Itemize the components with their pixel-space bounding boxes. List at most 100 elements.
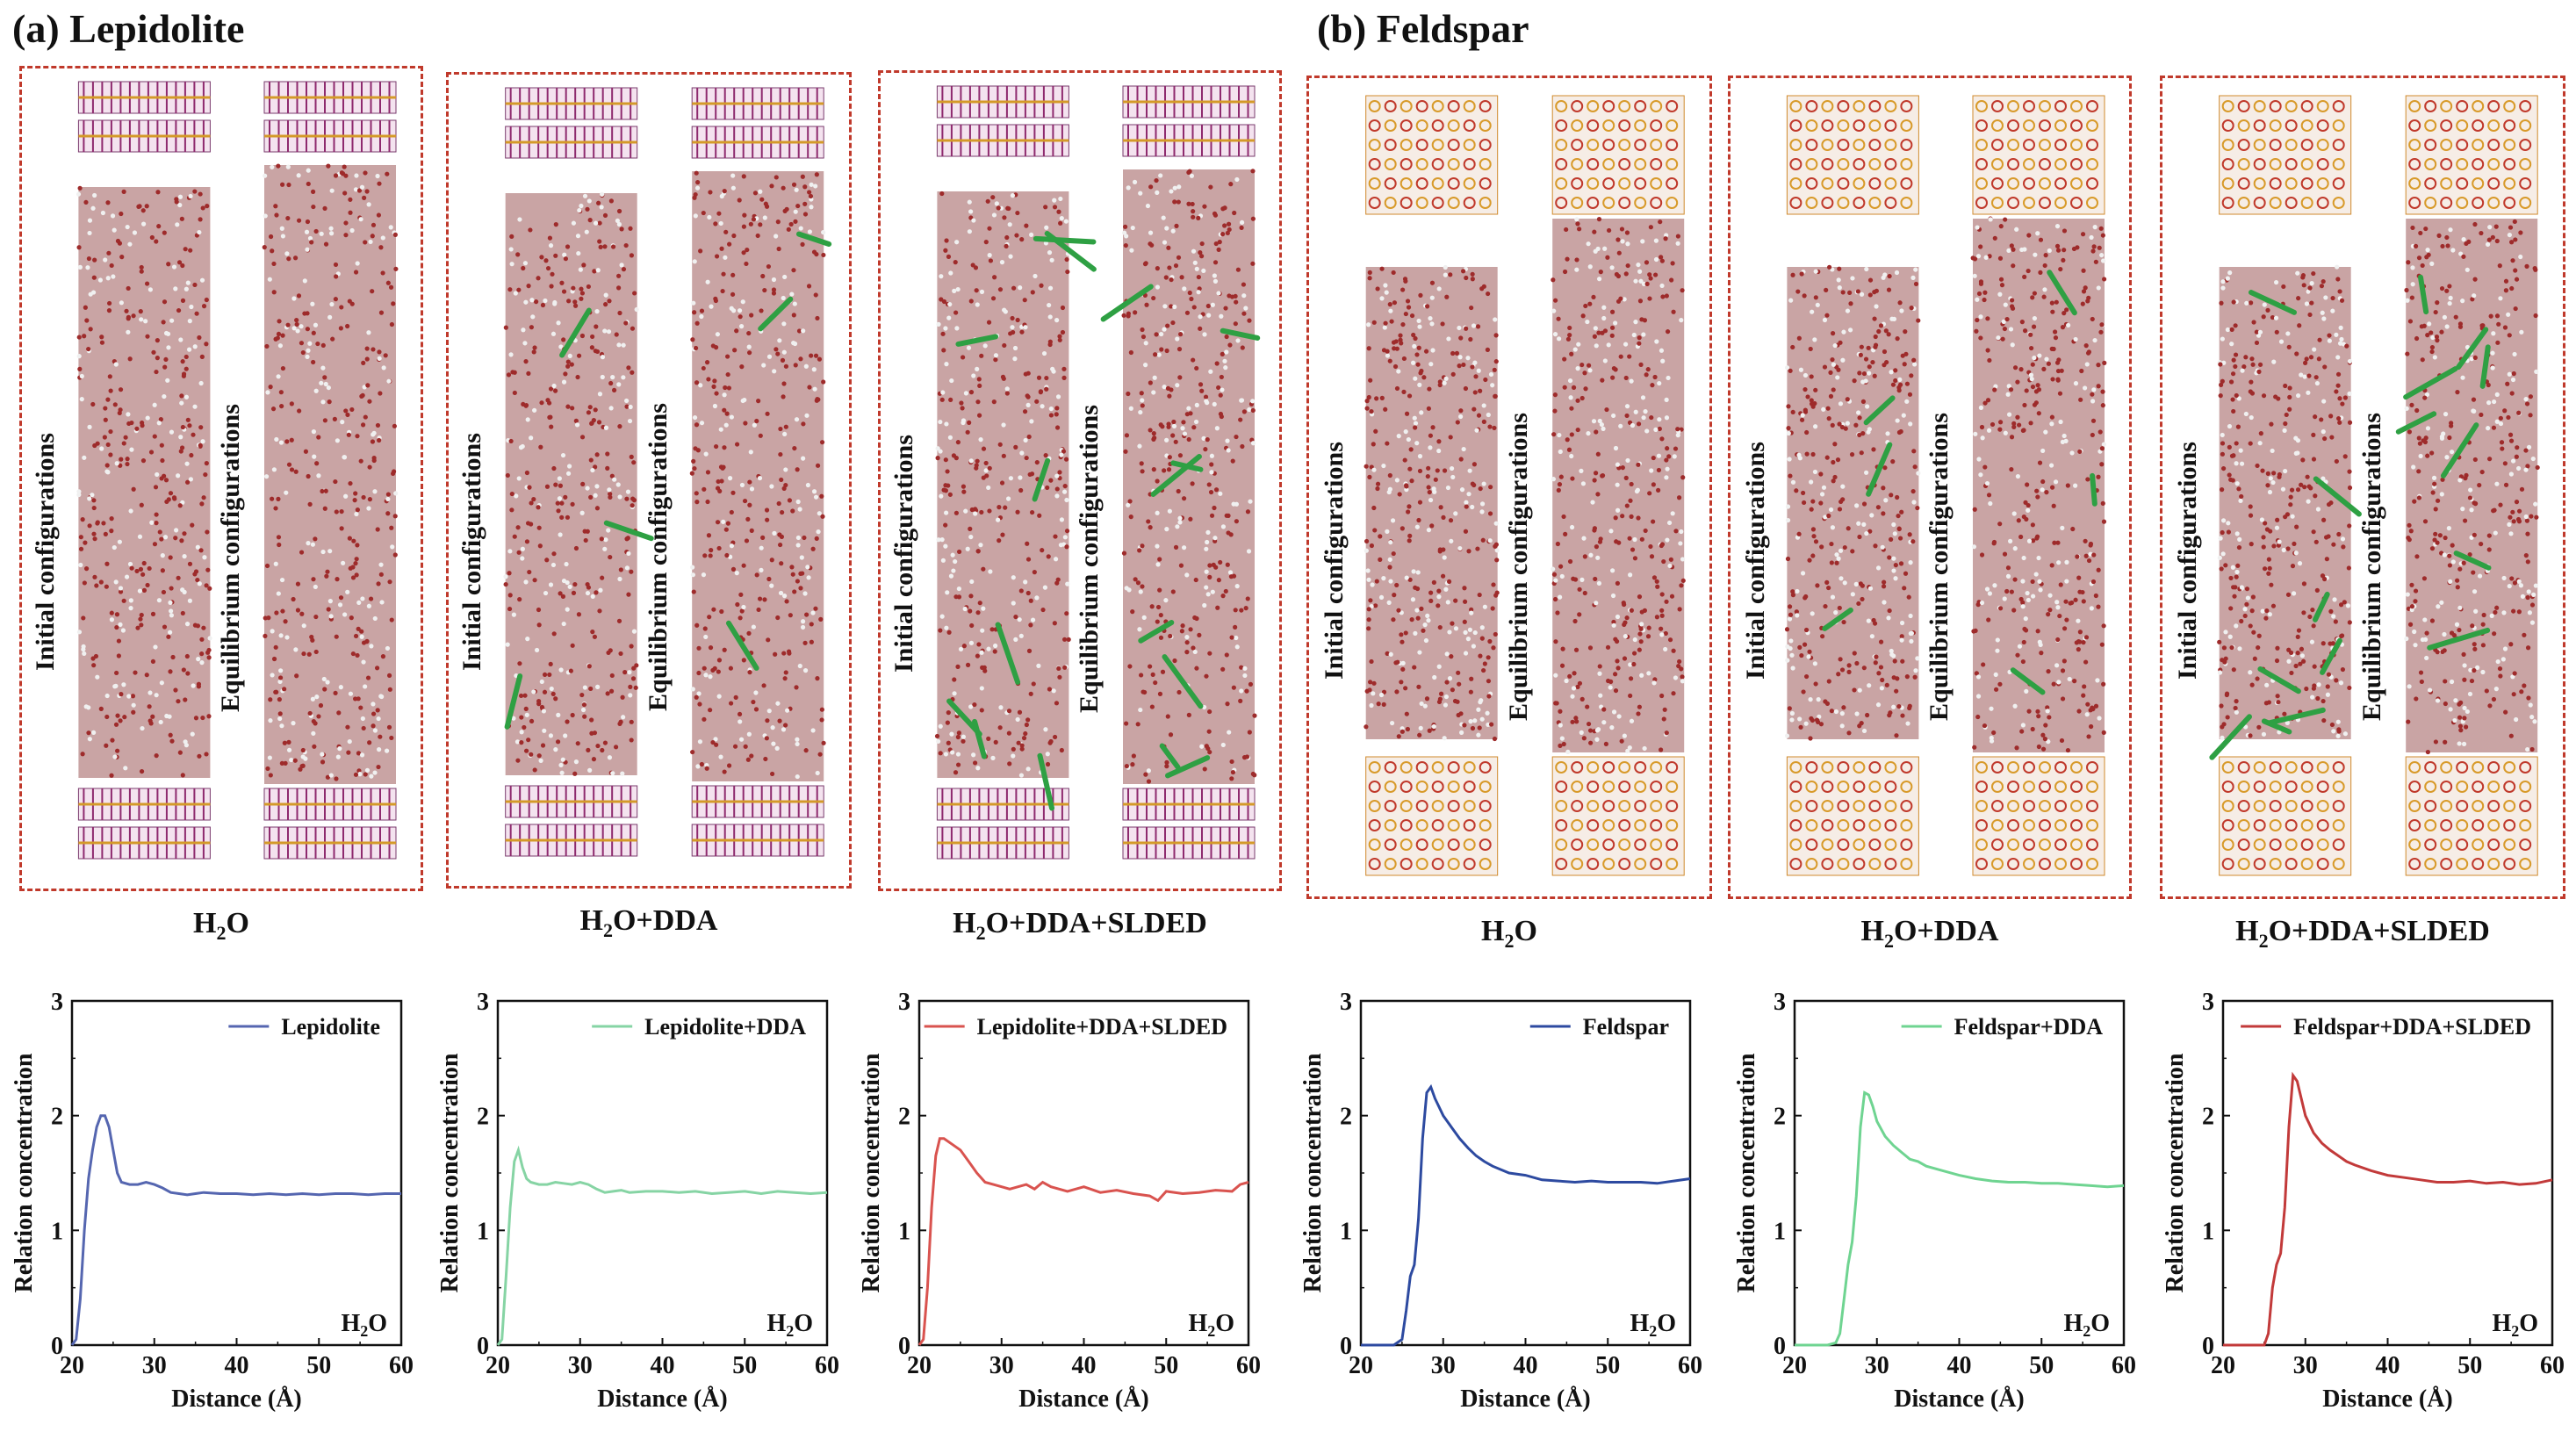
y-axis-label: Relation concentration — [436, 1053, 464, 1292]
snapshot-artwork — [76, 81, 399, 860]
annotation-h2o: H2O — [2063, 1310, 2110, 1340]
x-tick-label: 20 — [907, 1352, 932, 1379]
x-tick-label: 20 — [60, 1352, 84, 1379]
water-region — [1551, 217, 1686, 754]
simulation-box-6: Initial configurations Equilibrium config… — [2160, 76, 2565, 899]
mineral-slab-bottom — [1122, 788, 1256, 860]
water-region — [1121, 169, 1257, 784]
y-tick-label: 0 — [51, 1333, 63, 1360]
series-line — [1795, 1090, 2125, 1347]
y-tick-label: 3 — [477, 989, 489, 1016]
plot-frame — [917, 999, 1250, 1347]
y-tick-label: 2 — [2202, 1104, 2214, 1131]
water-region — [1970, 216, 2107, 753]
panel-a-title: (a) Lepidolite — [12, 6, 245, 51]
initial-configurations-label: Initial configurations — [1320, 441, 1349, 680]
simulation-box-3: Initial configurations Equilibrium config… — [878, 70, 1282, 891]
x-tick-label: 40 — [225, 1352, 249, 1379]
mineral-slab-bottom — [691, 785, 824, 857]
equilibrium-configurations-label: Equilibrium configurations — [1503, 412, 1533, 721]
x-tick-label: 40 — [651, 1352, 675, 1379]
y-tick-label: 2 — [1774, 1104, 1786, 1131]
chart-2: 20 30 40 50 60 0 1 2 3 Distance (Å) Relation conce… — [426, 982, 843, 1425]
plot-frame — [1359, 999, 1692, 1347]
x-tick-label: 40 — [2376, 1352, 2400, 1379]
mineral-slab-top — [1551, 95, 1685, 215]
initial-configurations-label: Initial configurations — [2173, 441, 2202, 680]
y-tick-label: 1 — [477, 1218, 489, 1245]
y-tick-label: 2 — [898, 1104, 910, 1131]
simulation-condition-label: H2O+DDA+SLDED — [953, 907, 1207, 944]
y-tick-label: 0 — [1774, 1333, 1786, 1360]
annotation-h2o: H2O — [1188, 1310, 1234, 1340]
equilibrium-configurations-label: Equilibrium configurations — [643, 403, 673, 712]
mineral-slab-top — [77, 81, 211, 153]
y-tick-label: 3 — [898, 989, 910, 1016]
mineral-slab-top — [691, 87, 824, 159]
water-region — [262, 163, 399, 784]
x-axis-label: Distance (Å) — [171, 1385, 302, 1413]
mineral-slab-bottom — [2219, 756, 2352, 876]
mineral-slab-top — [505, 87, 638, 159]
chart-5: 20 30 40 50 60 0 1 2 3 Distance (Å) Relation conce… — [1723, 982, 2140, 1425]
water-region — [503, 191, 639, 776]
mineral-slab-top — [1786, 95, 1919, 215]
mineral-slab-top — [263, 81, 397, 153]
panel-b-title: (b) Feldspar — [1317, 6, 1529, 51]
x-axis-label: Distance (Å) — [1460, 1385, 1591, 1413]
y-tick-label: 0 — [2202, 1333, 2214, 1360]
y-tick-label: 2 — [1340, 1104, 1352, 1131]
x-tick-label: 60 — [1236, 1352, 1261, 1379]
x-tick-label: 60 — [389, 1352, 414, 1379]
x-tick-label: 30 — [2293, 1352, 2318, 1379]
y-tick-label: 1 — [1774, 1218, 1786, 1245]
simulation-box-4: Initial configurations Equilibrium config… — [1306, 76, 1712, 899]
legend-label: Feldspar — [1583, 1014, 1669, 1040]
x-tick-label: 40 — [1947, 1352, 1972, 1379]
y-tick-label: 0 — [898, 1333, 910, 1360]
x-tick-label: 50 — [1595, 1352, 1620, 1379]
water-region — [2217, 264, 2353, 740]
snapshot-artwork — [934, 85, 1261, 860]
simulation-condition-label: H2O — [1481, 915, 1537, 952]
y-tick-label: 0 — [477, 1333, 489, 1360]
y-tick-label: 0 — [1340, 1333, 1352, 1360]
simulation-box-2: Initial configurations Equilibrium config… — [446, 72, 852, 889]
annotation-h2o: H2O — [341, 1310, 387, 1340]
annotation-h2o: H2O — [2492, 1310, 2538, 1340]
water-region — [934, 191, 1071, 778]
y-tick-label: 2 — [51, 1104, 63, 1131]
x-tick-label: 60 — [1678, 1352, 1702, 1379]
simulation-box-5: Initial configurations Equilibrium config… — [1728, 76, 2132, 899]
y-tick-label: 3 — [2202, 989, 2214, 1016]
mineral-slab-bottom — [505, 785, 638, 857]
x-tick-label: 30 — [1865, 1352, 1889, 1379]
initial-configurations-label: Initial configurations — [31, 433, 60, 672]
y-axis-label: Relation concentration — [858, 1053, 885, 1292]
water-region — [1784, 264, 1921, 741]
series-line — [70, 1114, 401, 1346]
chart-1: 20 30 40 50 60 0 1 2 3 Distance (Å) Relation conce… — [0, 982, 417, 1425]
x-axis-label: Distance (Å) — [2322, 1385, 2453, 1413]
chart-3: 20 30 40 50 60 0 1 2 3 Distance (Å) Relation conce… — [847, 982, 1264, 1425]
chart-svg: 20 30 40 50 60 0 1 2 3 Distance (Å) Relation conce… — [436, 989, 839, 1413]
equilibrium-configurations-label: Equilibrium configurations — [1074, 405, 1104, 714]
x-axis-label: Distance (Å) — [1018, 1385, 1149, 1413]
x-tick-label: 20 — [1349, 1352, 1373, 1379]
snapshot-artwork — [1364, 95, 1686, 876]
mineral-slab-top — [1122, 85, 1256, 157]
legend-label: Lepidolite+DDA — [644, 1014, 806, 1040]
x-tick-label: 30 — [1431, 1352, 1456, 1379]
x-tick-label: 30 — [568, 1352, 593, 1379]
y-axis-label: Relation concentration — [1299, 1053, 1327, 1292]
y-axis-label: Relation concentration — [11, 1053, 38, 1292]
x-tick-label: 60 — [815, 1352, 839, 1379]
simulation-condition-label: H2O+DDA — [1860, 915, 1999, 952]
plot-frame — [70, 999, 403, 1347]
mineral-slab-top — [1972, 95, 2105, 215]
x-tick-label: 50 — [1154, 1352, 1178, 1379]
mineral-slab-top — [1365, 95, 1499, 215]
mineral-slab-bottom — [263, 788, 397, 860]
simulation-condition-label: H2O+DDA+SLDED — [2235, 915, 2490, 952]
mineral-slab-bottom — [1786, 756, 1919, 876]
